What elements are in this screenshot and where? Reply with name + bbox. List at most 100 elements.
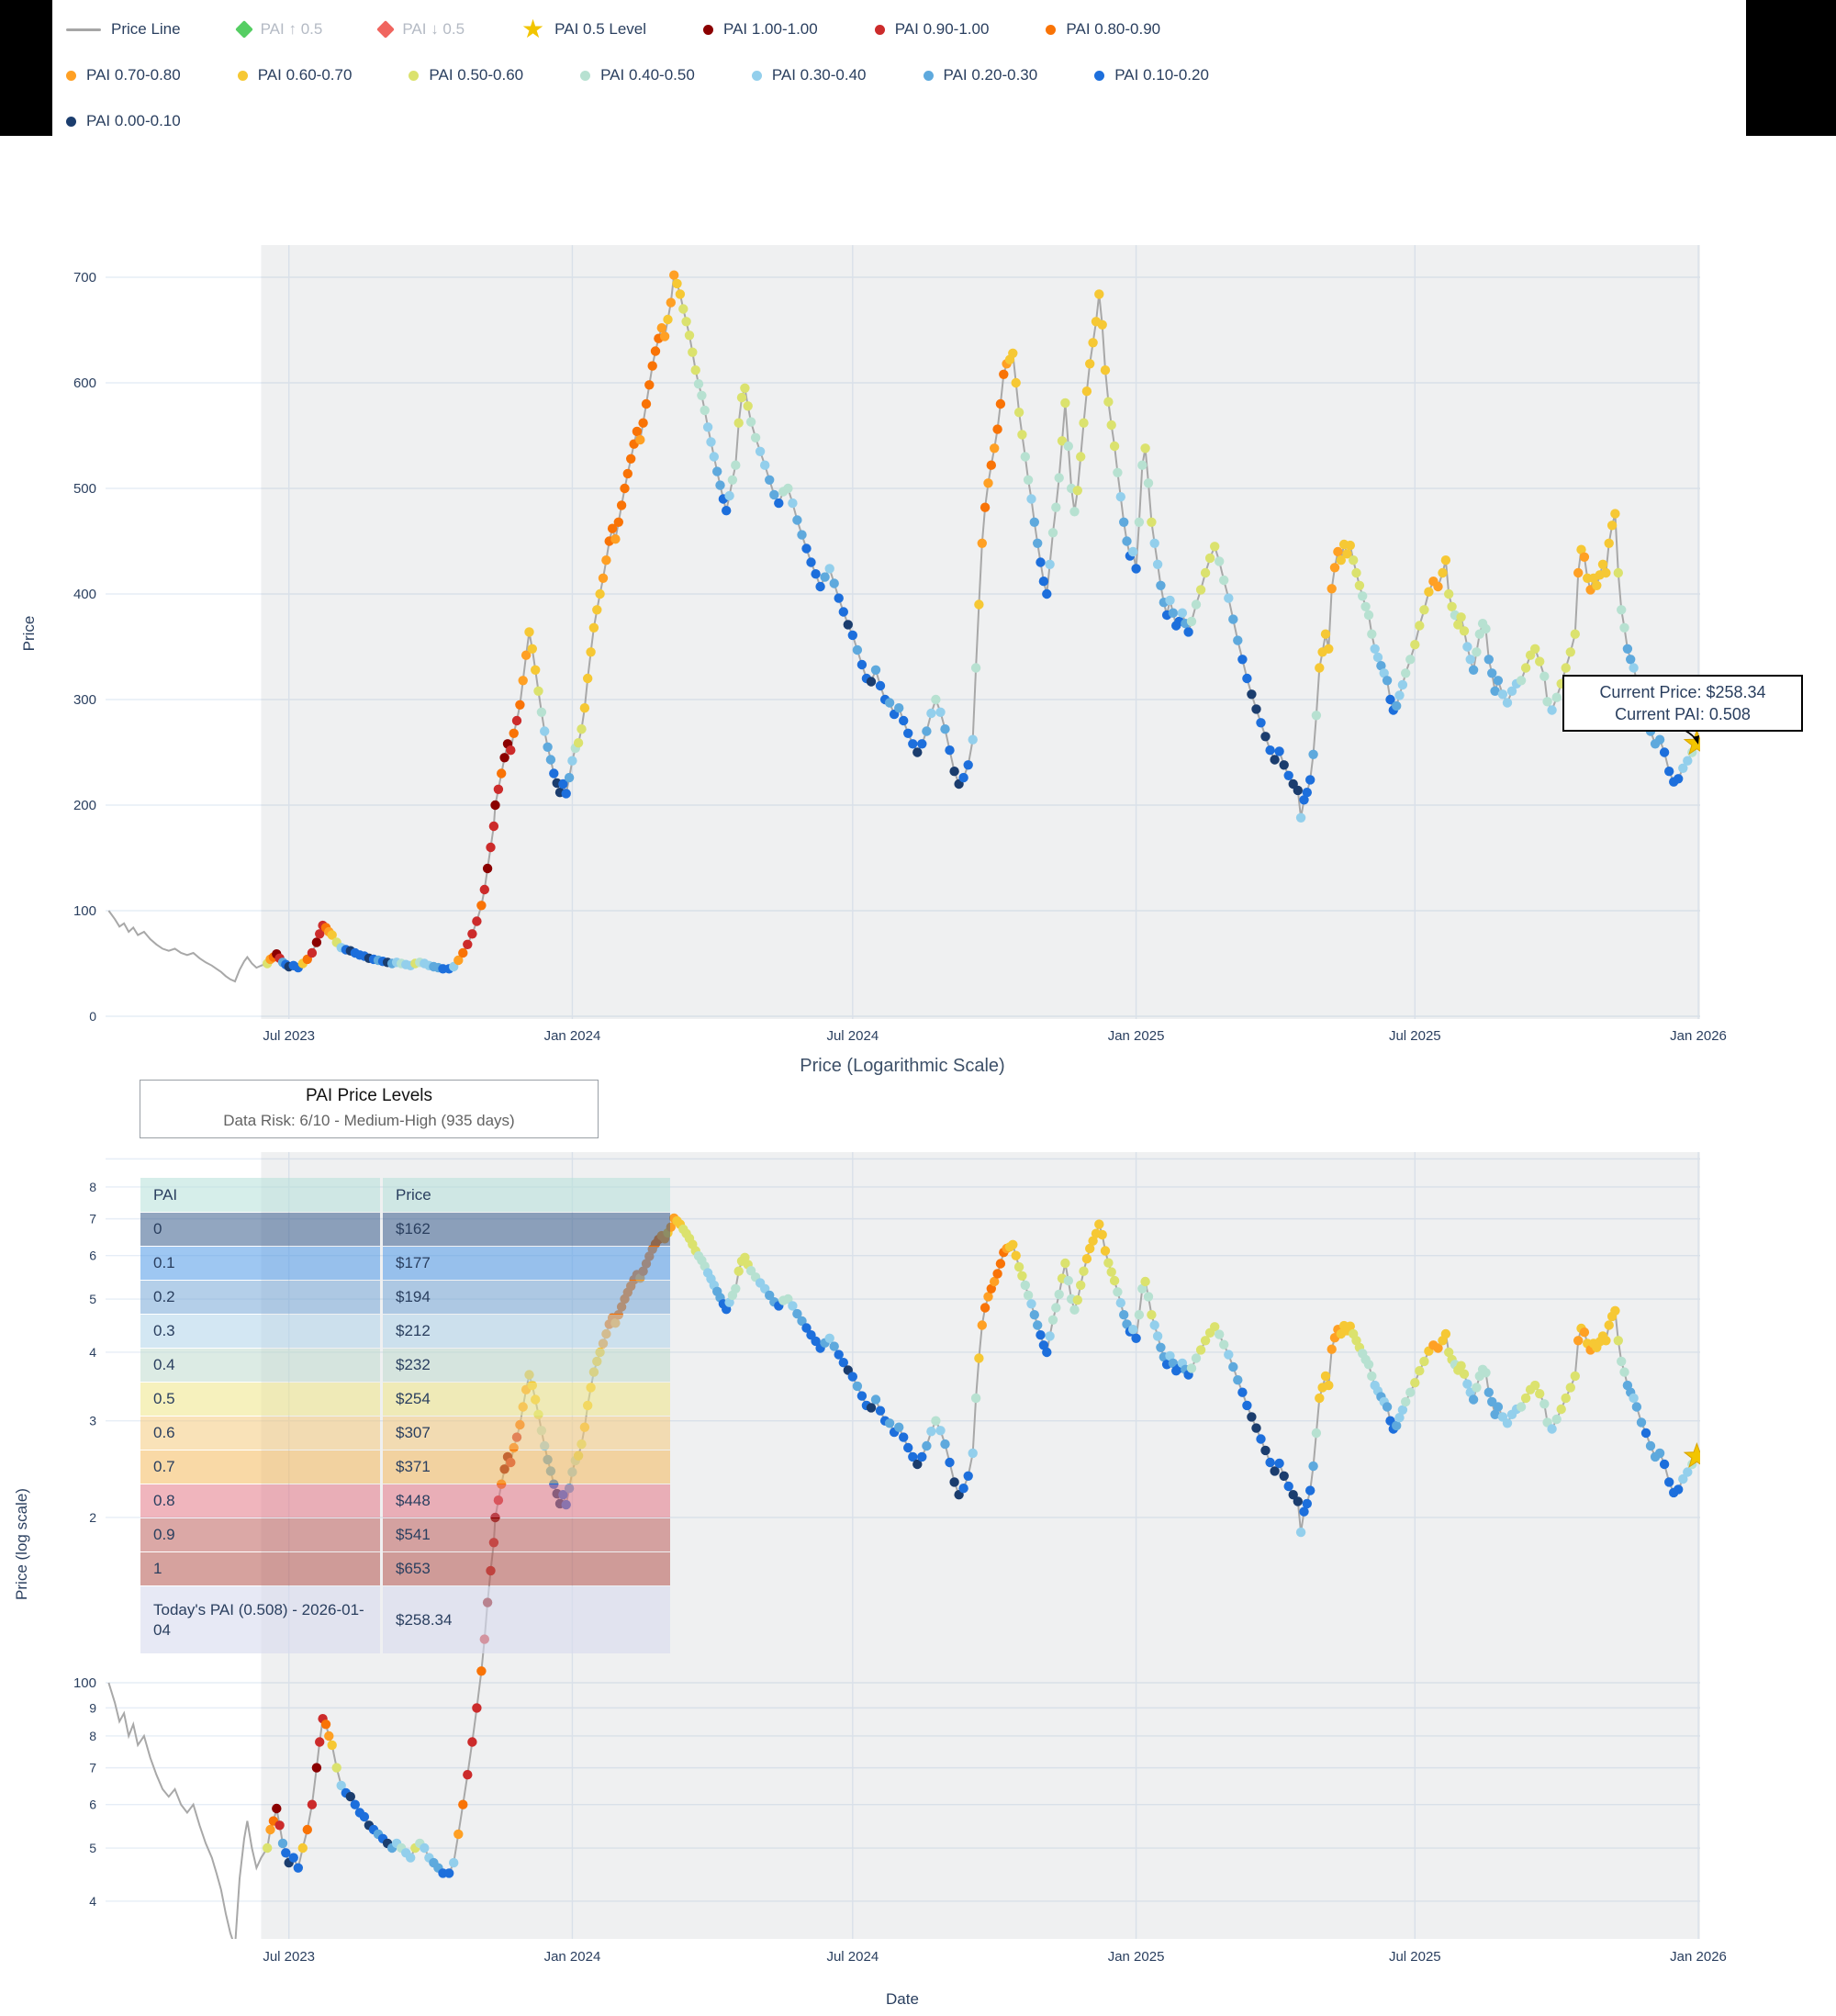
pai-data-point[interactable]	[458, 947, 468, 958]
pai-data-point[interactable]	[1610, 509, 1620, 519]
pai-data-point[interactable]	[1502, 698, 1513, 708]
pai-data-point[interactable]	[1468, 665, 1479, 675]
pai-data-point[interactable]	[1520, 1393, 1531, 1404]
pai-data-point[interactable]	[1397, 1405, 1408, 1416]
pai-data-point[interactable]	[806, 557, 816, 567]
pai-data-point[interactable]	[1270, 1466, 1280, 1476]
pai-data-point[interactable]	[663, 314, 673, 325]
pai-data-point[interactable]	[931, 1416, 941, 1426]
pai-data-point[interactable]	[1026, 1299, 1036, 1309]
pai-data-point[interactable]	[521, 650, 532, 660]
pai-data-point[interactable]	[359, 1811, 370, 1822]
legend-item[interactable]: PAI 0.70-0.80	[66, 66, 181, 84]
pai-data-point[interactable]	[1023, 475, 1034, 485]
pai-data-point[interactable]	[1345, 540, 1356, 551]
pai-data-point[interactable]	[1456, 612, 1466, 622]
legend-item[interactable]: Price Line	[66, 20, 181, 39]
pai-data-point[interactable]	[1576, 544, 1586, 554]
pai-data-point[interactable]	[1042, 1347, 1052, 1358]
pai-data-point[interactable]	[515, 700, 525, 710]
pai-data-point[interactable]	[1029, 1310, 1040, 1320]
pai-data-point[interactable]	[518, 676, 528, 686]
pai-data-point[interactable]	[829, 578, 839, 588]
pai-data-point[interactable]	[1113, 467, 1123, 477]
pai-data-point[interactable]	[1490, 1409, 1500, 1420]
legend-item[interactable]: PAI 0.30-0.40	[751, 66, 867, 84]
pai-data-point[interactable]	[1462, 1379, 1472, 1389]
pai-data-point[interactable]	[1358, 591, 1368, 601]
pai-data-point[interactable]	[1288, 1490, 1298, 1500]
pai-data-point[interactable]	[345, 1791, 355, 1802]
pai-data-point[interactable]	[1260, 1445, 1271, 1456]
pai-data-point[interactable]	[1311, 711, 1322, 721]
pai-data-point[interactable]	[1256, 718, 1266, 728]
pai-data-point[interactable]	[1242, 1400, 1252, 1411]
pai-data-point[interactable]	[1097, 319, 1107, 330]
pai-data-point[interactable]	[672, 278, 682, 289]
pai-data-point[interactable]	[1008, 348, 1018, 358]
pai-data-point[interactable]	[1394, 1413, 1405, 1423]
pai-data-point[interactable]	[315, 1737, 325, 1747]
pai-data-point[interactable]	[297, 1842, 308, 1854]
pai-data-point[interactable]	[1622, 644, 1633, 654]
pai-data-point[interactable]	[977, 538, 988, 548]
pai-data-point[interactable]	[903, 1442, 913, 1453]
pai-data-point[interactable]	[1405, 655, 1416, 665]
pai-data-point[interactable]	[1302, 1498, 1313, 1509]
pai-data-point[interactable]	[1088, 1236, 1098, 1246]
pai-data-point[interactable]	[1604, 1320, 1614, 1330]
pai-data-point[interactable]	[1020, 452, 1031, 462]
pai-data-point[interactable]	[736, 392, 747, 403]
pai-data-point[interactable]	[622, 468, 633, 479]
pai-data-point[interactable]	[1156, 580, 1166, 590]
pai-data-point[interactable]	[577, 724, 587, 734]
pai-data-point[interactable]	[1085, 1243, 1095, 1254]
pai-data-point[interactable]	[1333, 546, 1343, 557]
pai-data-point[interactable]	[350, 1799, 360, 1809]
pai-data-point[interactable]	[607, 523, 618, 533]
pai-data-point[interactable]	[453, 955, 464, 966]
pai-data-point[interactable]	[1329, 563, 1340, 573]
pai-data-point[interactable]	[277, 1838, 288, 1849]
pai-data-point[interactable]	[1200, 1336, 1211, 1346]
pai-data-point[interactable]	[1342, 549, 1352, 559]
pai-data-point[interactable]	[1351, 567, 1361, 578]
pai-data-point[interactable]	[843, 620, 853, 630]
pai-data-point[interactable]	[1195, 585, 1206, 595]
pai-data-point[interactable]	[531, 665, 541, 675]
pai-data-point[interactable]	[968, 734, 978, 745]
pai-data-point[interactable]	[990, 443, 1000, 454]
pai-data-point[interactable]	[1674, 774, 1684, 784]
pai-data-point[interactable]	[1320, 629, 1331, 639]
pai-data-point[interactable]	[1147, 517, 1157, 527]
pai-data-point[interactable]	[613, 517, 623, 527]
pai-data-point[interactable]	[1542, 697, 1552, 707]
pai-data-point[interactable]	[1054, 473, 1064, 483]
pai-data-point[interactable]	[974, 599, 984, 610]
pai-data-point[interactable]	[990, 1276, 1000, 1287]
pai-data-point[interactable]	[650, 346, 661, 356]
pai-data-point[interactable]	[1140, 1276, 1150, 1287]
pai-data-point[interactable]	[1483, 655, 1495, 665]
pai-data-point[interactable]	[488, 821, 499, 832]
pai-data-point[interactable]	[1140, 443, 1150, 454]
pai-data-point[interactable]	[1516, 1402, 1527, 1412]
pai-data-point[interactable]	[870, 1394, 881, 1405]
pai-data-point[interactable]	[635, 434, 645, 445]
pai-data-point[interactable]	[1293, 1496, 1304, 1506]
pai-data-point[interactable]	[1327, 584, 1337, 594]
pai-data-point[interactable]	[463, 939, 473, 949]
pai-data-point[interactable]	[669, 270, 679, 280]
pai-data-point[interactable]	[1143, 1292, 1154, 1302]
pai-data-point[interactable]	[1551, 1414, 1562, 1425]
legend-item[interactable]: PAI 0.10-0.20	[1094, 66, 1209, 84]
pai-data-point[interactable]	[792, 1308, 802, 1319]
pai-data-point[interactable]	[1060, 1258, 1070, 1269]
pai-data-point[interactable]	[908, 739, 918, 749]
pai-data-point[interactable]	[586, 647, 596, 657]
pai-data-point[interactable]	[1094, 1219, 1104, 1229]
pai-data-point[interactable]	[509, 728, 519, 738]
pai-data-point[interactable]	[1308, 749, 1318, 759]
pai-data-point[interactable]	[1385, 694, 1395, 705]
pai-data-point[interactable]	[616, 500, 627, 510]
